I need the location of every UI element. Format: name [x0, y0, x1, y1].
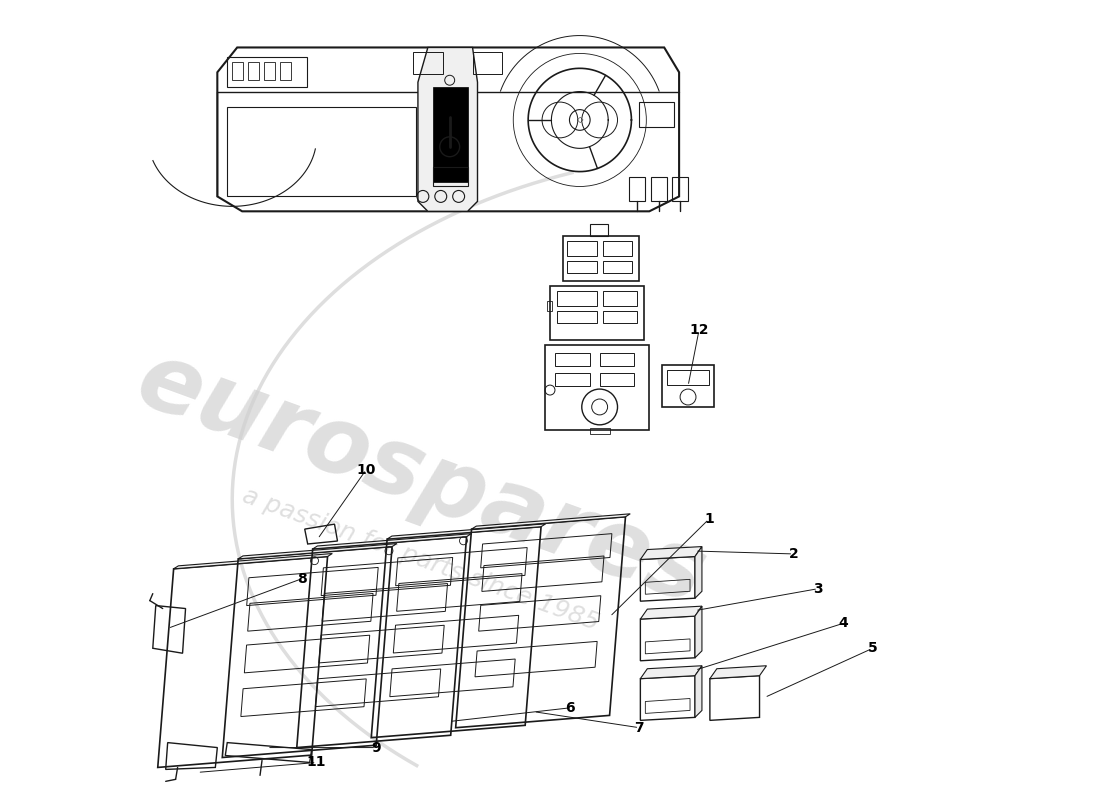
Bar: [639, 102, 674, 127]
Text: 10: 10: [356, 462, 376, 477]
Polygon shape: [695, 666, 702, 718]
Text: 3: 3: [813, 582, 823, 596]
Bar: [603, 290, 637, 306]
Text: a passion for parts since 1985: a passion for parts since 1985: [240, 483, 603, 634]
Bar: [557, 310, 596, 322]
Polygon shape: [472, 514, 630, 529]
Text: 8: 8: [297, 572, 307, 586]
Bar: [603, 261, 632, 273]
Text: 1: 1: [704, 512, 714, 526]
Bar: [432, 166, 468, 186]
Polygon shape: [695, 546, 702, 598]
Bar: [662, 366, 714, 407]
Polygon shape: [418, 47, 477, 211]
Polygon shape: [695, 606, 702, 658]
Bar: [566, 261, 596, 273]
Polygon shape: [312, 534, 471, 549]
Bar: [228, 58, 307, 87]
Bar: [600, 373, 635, 386]
Text: 7: 7: [635, 721, 645, 734]
Bar: [590, 224, 607, 236]
Polygon shape: [239, 543, 397, 559]
Bar: [556, 354, 590, 366]
Text: 11: 11: [307, 755, 327, 770]
Text: 2: 2: [789, 547, 799, 561]
Text: 4: 4: [838, 617, 848, 630]
Polygon shape: [174, 554, 332, 569]
Polygon shape: [432, 87, 468, 182]
Bar: [279, 62, 290, 80]
Text: ◇: ◇: [576, 115, 583, 125]
Bar: [232, 62, 243, 80]
Text: 6: 6: [565, 701, 574, 715]
Bar: [228, 107, 416, 197]
Bar: [557, 290, 596, 306]
Bar: [556, 373, 590, 386]
Bar: [473, 53, 503, 74]
Polygon shape: [387, 524, 546, 539]
Text: eurospares: eurospares: [124, 334, 717, 625]
Text: 9: 9: [372, 741, 381, 754]
Text: 12: 12: [690, 323, 708, 338]
Bar: [668, 370, 708, 385]
Polygon shape: [640, 666, 702, 678]
Bar: [264, 62, 275, 80]
Bar: [412, 53, 442, 74]
Bar: [603, 241, 632, 256]
Bar: [547, 301, 552, 310]
Polygon shape: [710, 666, 767, 678]
Bar: [600, 354, 635, 366]
Polygon shape: [640, 606, 702, 619]
Bar: [566, 241, 596, 256]
Polygon shape: [640, 546, 702, 559]
Bar: [590, 428, 609, 434]
Bar: [603, 310, 637, 322]
Text: 5: 5: [868, 642, 878, 655]
Bar: [249, 62, 258, 80]
